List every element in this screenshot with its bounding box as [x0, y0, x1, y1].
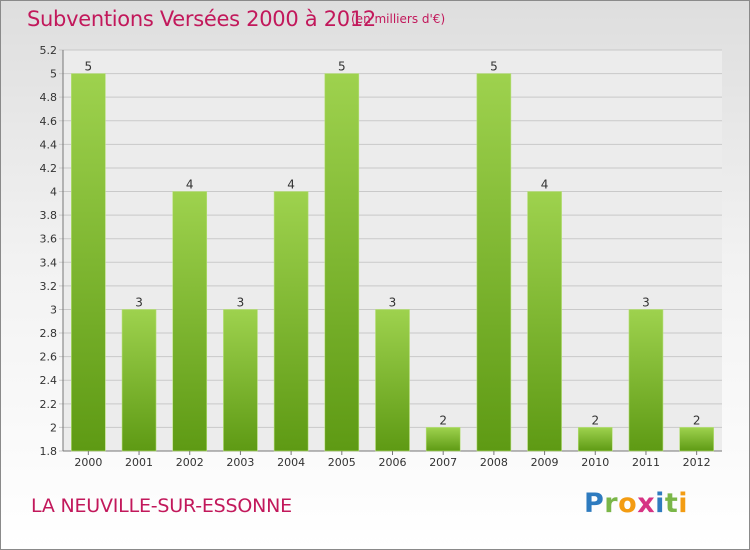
x-tick-label: 2001: [125, 456, 153, 469]
commune-name: LA NEUVILLE-SUR-ESSONNE: [31, 495, 292, 517]
bar: [223, 309, 258, 452]
y-tick-label: 4.2: [40, 162, 58, 175]
y-tick-label: 3.8: [40, 209, 58, 222]
bar: [324, 73, 360, 452]
y-tick-label: 3.4: [40, 256, 58, 269]
value-label: 5: [490, 60, 498, 74]
value-label: 2: [591, 413, 599, 427]
x-tick-label: 2005: [328, 456, 356, 469]
y-tick-label: 3.6: [40, 233, 58, 246]
value-label: 5: [85, 60, 93, 74]
logo-letter: t: [664, 488, 679, 519]
bar: [71, 73, 106, 452]
y-tick-label: 5: [50, 68, 57, 81]
y-tick-label: 1.8: [40, 445, 58, 458]
value-label: 3: [135, 295, 143, 309]
unit-note: (en milliers d'€): [351, 12, 446, 26]
y-tick-label: 2: [50, 421, 57, 434]
y-tick-label: 4.8: [40, 91, 58, 104]
bar: [476, 73, 512, 452]
logo-letter: i: [655, 488, 665, 519]
bar: [527, 191, 562, 452]
bar: [172, 191, 208, 452]
logo-letter: i: [678, 488, 689, 519]
bar: [425, 427, 461, 452]
y-tick-label: 4: [50, 186, 57, 199]
value-label: 3: [389, 295, 397, 309]
value-label: 2: [439, 413, 447, 427]
y-tick-label: 3: [50, 303, 57, 316]
value-label: 3: [642, 295, 650, 309]
x-tick-label: 2000: [74, 456, 102, 469]
bar: [628, 309, 664, 452]
bar: [679, 427, 714, 452]
x-tick-label: 2002: [176, 456, 204, 469]
value-label: 4: [541, 178, 549, 192]
logo-letter: r: [604, 488, 619, 519]
x-tick-label: 2009: [531, 456, 559, 469]
value-label: 3: [237, 295, 245, 309]
bar: [577, 427, 613, 452]
value-label: 2: [693, 413, 701, 427]
bar: [121, 309, 157, 452]
y-tick-label: 3.2: [40, 280, 58, 293]
y-tick-label: 2.4: [40, 374, 58, 387]
x-tick-label: 2007: [429, 456, 457, 469]
x-tick-label: 2004: [277, 456, 305, 469]
x-tick-label: 2012: [683, 456, 711, 469]
logo-letter: x: [637, 488, 656, 519]
bar: [273, 191, 309, 452]
y-tick-label: 2.6: [40, 351, 58, 364]
logo-letter: P: [584, 488, 605, 519]
chart-title: Subventions Versées 2000 à 2012: [27, 7, 376, 31]
value-label: 4: [287, 178, 295, 192]
y-tick-label: 2.8: [40, 327, 58, 340]
y-tick-label: 2.2: [40, 398, 58, 411]
value-label: 4: [186, 178, 194, 192]
x-tick-label: 2008: [480, 456, 508, 469]
value-label: 5: [338, 60, 346, 74]
logo-letter: o: [618, 488, 638, 519]
x-tick-label: 2006: [379, 456, 407, 469]
x-tick-label: 2011: [632, 456, 660, 469]
bar: [375, 309, 410, 452]
y-tick-label: 4.4: [40, 138, 58, 151]
y-tick-label: 4.6: [40, 115, 58, 128]
x-tick-label: 2003: [226, 456, 254, 469]
proxiti-logo: Proxiti: [584, 488, 688, 519]
x-tick-label: 2010: [581, 456, 609, 469]
y-tick-label: 5.2: [40, 44, 58, 57]
